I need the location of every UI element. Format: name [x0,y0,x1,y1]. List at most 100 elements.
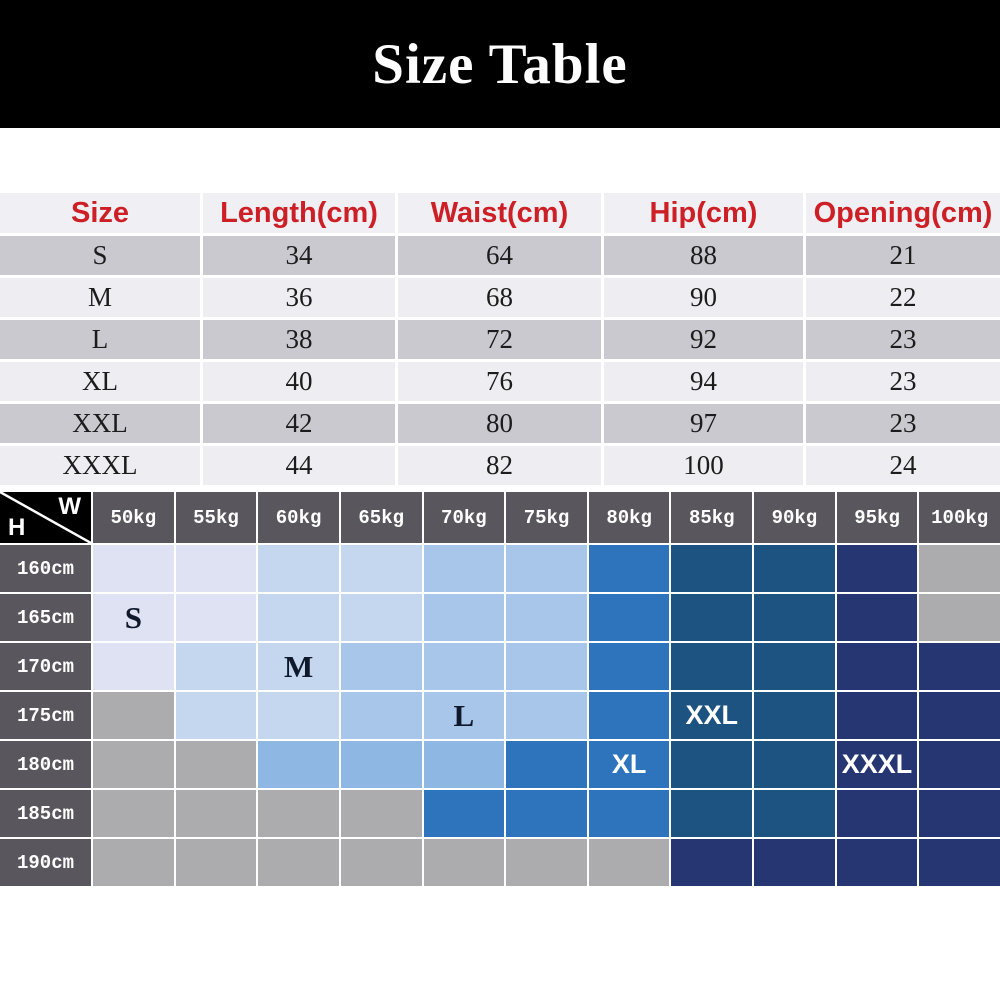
page-title: Size Table [372,32,628,96]
size-table-cell-M-0: M [0,278,200,317]
matrix-col-header-75kg: 75kg [506,492,587,543]
size-table-cell-L-1: 38 [203,320,395,359]
matrix-col-header-60kg: 60kg [258,492,339,543]
matrix-cell-160cm-95kg [836,545,918,592]
matrix-col-header-100kg: 100kg [919,492,1000,543]
matrix-col-header-80kg: 80kg [588,492,670,543]
matrix-cell-190cm-80kg [588,839,670,886]
matrix-corner-cell: W H [0,492,91,543]
matrix-cell-170cm-65kg [340,643,422,690]
matrix-cell-175cm-50kg [93,692,174,739]
size-table-cell-XXXL-1: 44 [203,446,395,485]
size-table-cell-M-2: 68 [398,278,601,317]
matrix-col-header-70kg: 70kg [423,492,505,543]
matrix-cell-185cm-80kg [588,790,670,837]
matrix-cell-175cm-60kg [258,692,339,739]
size-table-cell-XL-4: 23 [806,362,1000,401]
title-bar: Size Table [0,0,1000,128]
matrix-col-header-50kg: 50kg [93,492,174,543]
matrix-col-header-65kg: 65kg [340,492,422,543]
matrix-cell-175cm-95kg [836,692,918,739]
matrix-cell-185cm-60kg [258,790,339,837]
matrix-cell-175cm-100kg [919,692,1000,739]
size-table-cell-XXL-1: 42 [203,404,395,443]
matrix-cell-190cm-85kg [671,839,753,886]
size-table-cell-S-1: 34 [203,236,395,275]
matrix-cell-175cm-70kg: L [423,692,505,739]
matrix-cell-180cm-55kg [175,741,257,788]
matrix-cell-190cm-70kg [423,839,505,886]
size-table-cell-XXL-0: XXL [0,404,200,443]
matrix-cell-180cm-70kg [423,741,505,788]
size-table-cell-M-3: 90 [604,278,803,317]
matrix-cell-165cm-60kg [258,594,339,641]
matrix-row-header-175cm: 175cm [0,692,91,739]
matrix-col-header-90kg: 90kg [754,492,835,543]
matrix-col-header-95kg: 95kg [836,492,918,543]
matrix-cell-175cm-80kg [588,692,670,739]
matrix-cell-165cm-55kg [175,594,257,641]
matrix-cell-165cm-50kg: S [93,594,174,641]
matrix-cell-185cm-100kg [919,790,1000,837]
diagonal-divider-icon [0,492,91,543]
matrix-cell-190cm-50kg [93,839,174,886]
size-table-row-XXL: XXL 42 80 97 23 [0,404,1000,443]
size-table-col-header-0: Size [0,193,200,233]
matrix-cell-160cm-50kg [93,545,174,592]
size-table-cell-XL-1: 40 [203,362,395,401]
matrix-cell-160cm-70kg [423,545,505,592]
size-table-cell-S-4: 21 [806,236,1000,275]
matrix-cell-170cm-95kg [836,643,918,690]
size-table-cell-XXXL-4: 24 [806,446,1000,485]
size-table-row-L: L 38 72 92 23 [0,320,1000,359]
size-table-cell-S-0: S [0,236,200,275]
matrix-cell-180cm-65kg [340,741,422,788]
matrix-cell-185cm-50kg [93,790,174,837]
size-table-row-S: S 34 64 88 21 [0,236,1000,275]
matrix-cell-165cm-85kg [671,594,753,641]
size-table-cell-XXL-3: 97 [604,404,803,443]
matrix-cell-175cm-65kg [340,692,422,739]
matrix-cell-170cm-85kg [671,643,753,690]
matrix-cell-160cm-65kg [340,545,422,592]
matrix-row-header-190cm: 190cm [0,839,91,886]
matrix-cell-185cm-70kg [423,790,505,837]
size-table-cell-M-1: 36 [203,278,395,317]
matrix-col-header-55kg: 55kg [175,492,257,543]
weight-axis-label: W [58,493,81,520]
size-table-cell-XL-0: XL [0,362,200,401]
matrix-col-header-85kg: 85kg [671,492,753,543]
matrix-cell-185cm-90kg [754,790,835,837]
size-table-cell-S-2: 64 [398,236,601,275]
matrix-cell-180cm-90kg [754,741,835,788]
size-table-row-XXXL: XXXL 44 82 100 24 [0,446,1000,485]
matrix-cell-160cm-85kg [671,545,753,592]
matrix-cell-190cm-75kg [506,839,587,886]
matrix-cell-185cm-95kg [836,790,918,837]
matrix-cell-180cm-85kg [671,741,753,788]
size-table-col-header-4: Opening(cm) [806,193,1000,233]
size-table-cell-XXXL-0: XXXL [0,446,200,485]
matrix-cell-190cm-65kg [340,839,422,886]
size-table-cell-XXL-4: 23 [806,404,1000,443]
matrix-cell-190cm-55kg [175,839,257,886]
size-table-cell-M-4: 22 [806,278,1000,317]
matrix-cell-185cm-65kg [340,790,422,837]
matrix-cell-170cm-80kg [588,643,670,690]
matrix-cell-160cm-80kg [588,545,670,592]
matrix-cell-170cm-100kg [919,643,1000,690]
matrix-cell-185cm-85kg [671,790,753,837]
size-table-cell-L-4: 23 [806,320,1000,359]
size-table-cell-XL-2: 76 [398,362,601,401]
matrix-cell-170cm-60kg: M [258,643,339,690]
matrix-cell-170cm-55kg [175,643,257,690]
matrix-cell-180cm-95kg: XXXL [836,741,918,788]
matrix-cell-165cm-80kg [588,594,670,641]
matrix-cell-175cm-55kg [175,692,257,739]
matrix-cell-165cm-75kg [506,594,587,641]
matrix-cell-165cm-90kg [754,594,835,641]
matrix-cell-175cm-85kg: XXL [671,692,753,739]
matrix-cell-175cm-75kg [506,692,587,739]
matrix-cell-165cm-65kg [340,594,422,641]
matrix-cell-180cm-60kg [258,741,339,788]
